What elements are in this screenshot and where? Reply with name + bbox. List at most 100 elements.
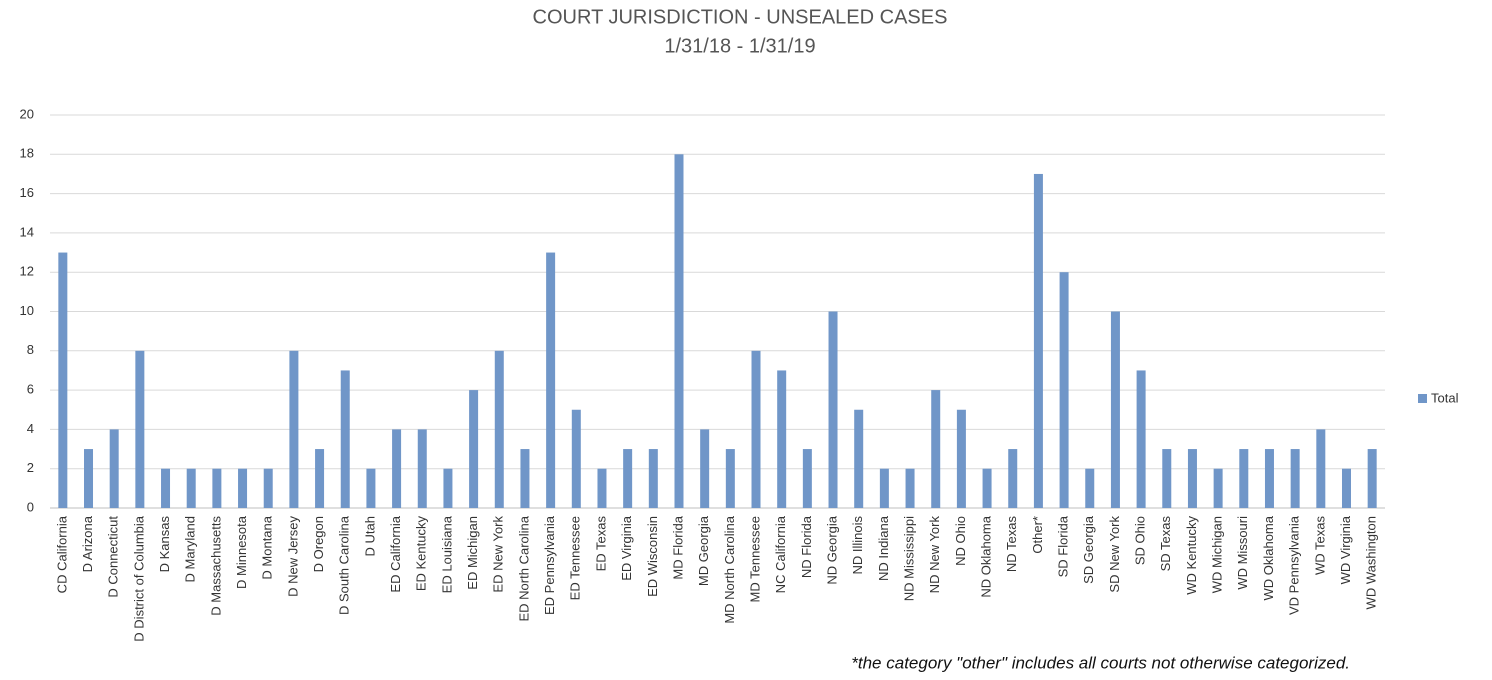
x-tick-label: ED Virginia (619, 515, 634, 581)
x-tick-label: D Maryland (183, 516, 198, 582)
bar (135, 350, 145, 508)
bar (84, 449, 94, 508)
y-tick-label: 16 (20, 185, 34, 200)
x-tick-label: D Massachusetts (208, 516, 223, 616)
x-tick-label: ED Wisconsin (645, 516, 660, 597)
x-tick-label: MD Tennessee (747, 516, 762, 602)
x-tick-label: WD Missouri (1235, 516, 1250, 590)
x-tick-label: D New Jersey (285, 516, 300, 597)
bar (1110, 311, 1120, 508)
legend-swatch (1418, 394, 1427, 403)
annotation: *the category "other" includes all court… (851, 653, 1350, 672)
legend-label: Total (1431, 390, 1459, 405)
y-tick-label: 4 (27, 421, 34, 436)
bar (1264, 449, 1274, 508)
bar (1162, 449, 1172, 508)
y-tick-label: 20 (20, 106, 34, 121)
x-tick-label: WD Washington (1364, 516, 1379, 609)
x-tick-label: D Connecticut (106, 516, 121, 598)
bar (161, 468, 171, 508)
bar (238, 468, 248, 508)
x-tick-label: WD Oklahoma (1261, 515, 1276, 600)
y-tick-label: 14 (20, 224, 34, 239)
bar (1085, 468, 1095, 508)
bar (751, 350, 761, 508)
bar (1341, 468, 1351, 508)
x-tick-label: ED Michigan (465, 516, 480, 590)
bar (1316, 429, 1326, 508)
bar (623, 449, 633, 508)
bar (905, 468, 915, 508)
x-tick-label: D Utah (362, 516, 377, 556)
bar (597, 468, 607, 508)
x-tick-label: ED North Carolina (516, 515, 531, 621)
x-tick-label: ED Kentucky (414, 516, 429, 592)
x-tick-label: ND Florida (799, 515, 814, 578)
y-tick-label: 10 (20, 303, 34, 318)
x-tick-label: ED Louisiana (439, 515, 454, 593)
x-tick-label: D District of Columbia (131, 515, 146, 641)
bar (777, 370, 787, 508)
bar (854, 409, 864, 508)
x-tick-label: ND Oklahoma (979, 515, 994, 597)
bar (546, 252, 556, 508)
bar (956, 409, 966, 508)
y-tick-label: 8 (27, 342, 34, 357)
bar (674, 154, 684, 509)
bar (469, 390, 479, 508)
x-tick-label: ND Georgia (824, 515, 839, 584)
bar (1136, 370, 1146, 508)
bar (392, 429, 402, 508)
x-tick-label: ND Texas (1004, 516, 1019, 573)
x-tick-label: ND Indiana (876, 515, 891, 581)
x-tick-label: SD Ohio (1133, 516, 1148, 565)
x-tick-label: D Minnesota (234, 515, 249, 589)
bar (725, 449, 735, 508)
bar (443, 468, 453, 508)
x-tick-label: ED California (388, 515, 403, 592)
x-tick-label: ED Pennsylvania (542, 515, 557, 615)
bar (828, 311, 838, 508)
bar (700, 429, 710, 508)
bar (1059, 272, 1069, 508)
bar (982, 468, 992, 508)
bar (1033, 173, 1043, 508)
x-tick-label: WD Texas (1312, 516, 1327, 575)
bar (289, 350, 299, 508)
x-tick-label: ED Tennessee (568, 516, 583, 600)
x-tick-label: SD Florida (1056, 515, 1071, 577)
bar (366, 468, 376, 508)
bar (417, 429, 427, 508)
x-tick-label: D South Carolina (337, 515, 352, 615)
x-tick-label: WD Kentucky (1184, 516, 1199, 595)
bar (1239, 449, 1249, 508)
x-tick-label: D Kansas (157, 516, 172, 573)
bar (571, 409, 581, 508)
x-tick-label: Other* (1030, 516, 1045, 554)
bar (1290, 449, 1300, 508)
y-tick-label: 6 (27, 382, 34, 397)
x-tick-label: WD Virginia (1338, 515, 1353, 584)
bar (931, 390, 941, 508)
x-tick-label: NC California (773, 515, 788, 593)
x-tick-label: SD Texas (1158, 516, 1173, 572)
x-tick-label: SD Georgia (1081, 515, 1096, 584)
bar (648, 449, 658, 508)
chart-title: COURT JURISDICTION - UNSEALED CASES (533, 6, 948, 28)
y-tick-label: 12 (20, 264, 34, 279)
bar (1008, 449, 1018, 508)
bar (58, 252, 68, 508)
x-tick-label: D Arizona (80, 515, 95, 572)
bar (494, 350, 504, 508)
x-tick-label: CD California (54, 515, 69, 593)
x-tick-label: MD Georgia (696, 515, 711, 586)
y-tick-label: 2 (27, 460, 34, 475)
x-tick-label: D Oregon (311, 516, 326, 572)
x-tick-label: ED New York (491, 516, 506, 593)
bar (1187, 449, 1197, 508)
bar (109, 429, 119, 508)
x-tick-label: ED Texas (593, 516, 608, 572)
bar (802, 449, 812, 508)
